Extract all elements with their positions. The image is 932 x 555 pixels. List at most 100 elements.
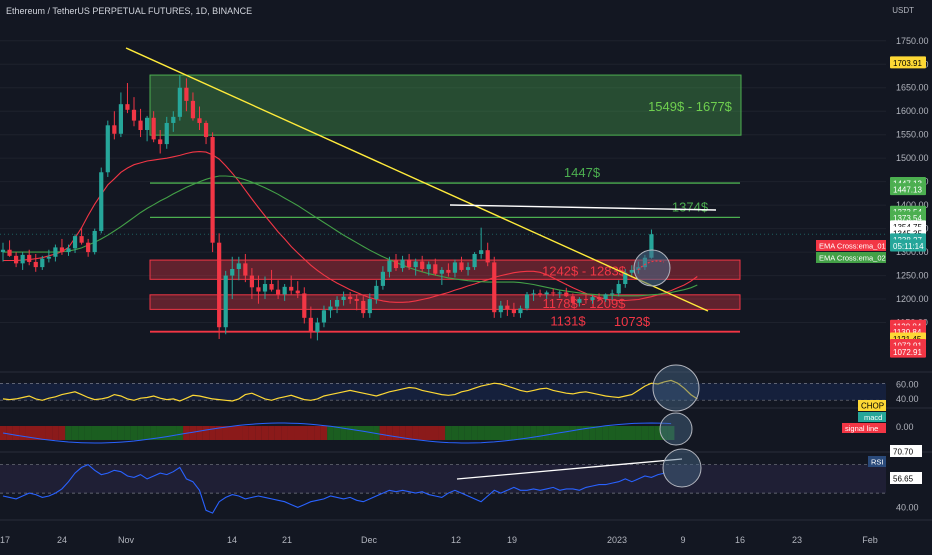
rsi-value-label: 70.70 <box>893 448 914 457</box>
zone-rect <box>149 259 741 280</box>
candle-body <box>472 253 477 268</box>
candle-body <box>367 299 372 314</box>
candle-body <box>0 249 6 253</box>
candle-body <box>334 299 340 307</box>
candle-body <box>99 172 104 231</box>
macd-bar <box>274 426 282 440</box>
macd-y-tick: 0.00 <box>896 422 914 432</box>
macd-bar <box>228 426 236 440</box>
candle-body <box>197 118 202 123</box>
macd-bar <box>307 426 315 440</box>
macd-bar <box>97 426 105 440</box>
candle-body <box>177 87 182 117</box>
x-tick-label: Feb <box>862 535 878 545</box>
currency-label: USDT <box>892 6 914 15</box>
candle-body <box>374 285 379 300</box>
macd-bar <box>150 426 157 440</box>
legend-label: EMA Cross:ema_01 <box>819 242 886 251</box>
candle-body <box>341 296 346 300</box>
candle-body <box>33 261 38 268</box>
macd-bar <box>399 426 406 440</box>
macd-bar <box>582 426 590 440</box>
chop-y-tick: 40.00 <box>896 394 919 404</box>
zone-rect <box>149 74 742 136</box>
macd-bar <box>615 426 622 440</box>
zone-label: 1178$ - 1209$ <box>543 296 627 311</box>
candle-body <box>420 261 425 269</box>
zone-label: 1549$ - 1677$ <box>648 99 733 114</box>
candle-body <box>72 236 78 249</box>
downtrend-line <box>125 47 709 312</box>
chart-title: Ethereum / TetherUS PERPETUAL FUTURES, 1… <box>6 6 253 16</box>
candle-body <box>184 87 189 101</box>
macd-bar <box>379 426 387 440</box>
macd-bar <box>202 426 210 440</box>
candle-body <box>452 262 458 273</box>
macd-bar <box>523 426 531 440</box>
chop-legend-label: CHOP <box>861 402 884 411</box>
candle-body <box>610 293 615 295</box>
macd-bar <box>209 426 216 440</box>
macd-bar <box>432 426 439 440</box>
candle-body <box>446 269 451 273</box>
macd-bar <box>196 426 203 440</box>
macd-bar <box>504 426 511 440</box>
macd-bar <box>222 426 229 440</box>
level-label: 1073$ <box>614 314 651 329</box>
y-tick-label: 1650.00 <box>896 83 929 93</box>
candle-body <box>544 292 549 295</box>
macd-bar <box>189 426 197 440</box>
macd-bar <box>563 426 570 440</box>
candle-body <box>321 310 327 323</box>
candle-body <box>413 261 418 268</box>
candle-body <box>131 109 137 121</box>
macd-bar <box>320 426 328 440</box>
candle-body <box>210 137 215 243</box>
macd-bar <box>268 426 275 440</box>
macd-bar <box>628 426 636 440</box>
candle-body <box>145 117 150 130</box>
macd-bar <box>667 426 675 440</box>
macd-legend-label: macd <box>864 413 882 422</box>
x-tick-label: 17 <box>0 535 10 545</box>
rsi-trendline <box>456 458 683 480</box>
candle-body <box>492 262 497 313</box>
macd-bar <box>340 426 347 440</box>
macd-bar <box>242 426 249 440</box>
ema-line-ema_01 <box>3 151 698 303</box>
candle-body <box>86 242 91 253</box>
x-tick-label: Nov <box>118 535 135 545</box>
signal-legend-box <box>842 423 886 433</box>
candle-body <box>203 122 209 138</box>
candle-body <box>105 125 110 173</box>
x-tick-label: 12 <box>451 535 461 545</box>
level-label: 1447$ <box>564 165 601 180</box>
candle-body <box>564 292 569 297</box>
rsi-line <box>2 463 665 514</box>
macd-bar <box>19 426 26 440</box>
x-tick-label: 23 <box>792 535 802 545</box>
candle-body <box>524 294 530 309</box>
rsi-y-tick: 40.00 <box>896 502 919 512</box>
candle-body <box>623 272 628 285</box>
y-tick-label: 1300.00 <box>896 247 929 257</box>
price-label-box <box>890 183 926 196</box>
macd-bar <box>346 426 354 440</box>
candle-body <box>236 263 241 269</box>
macd-line <box>2 422 672 444</box>
candle-body <box>59 247 65 253</box>
candle-body <box>407 259 412 268</box>
candle-body <box>361 300 366 314</box>
candle-body <box>151 117 156 140</box>
candle-body <box>14 255 19 264</box>
price-label-text: 1447.13 <box>893 186 922 195</box>
macd-bar <box>65 426 72 440</box>
candle-body <box>380 271 385 286</box>
macd-bar <box>405 426 413 440</box>
candle-body <box>465 267 471 270</box>
chop-band <box>0 383 886 401</box>
candle-body <box>348 296 353 300</box>
macd-bar <box>333 426 341 440</box>
